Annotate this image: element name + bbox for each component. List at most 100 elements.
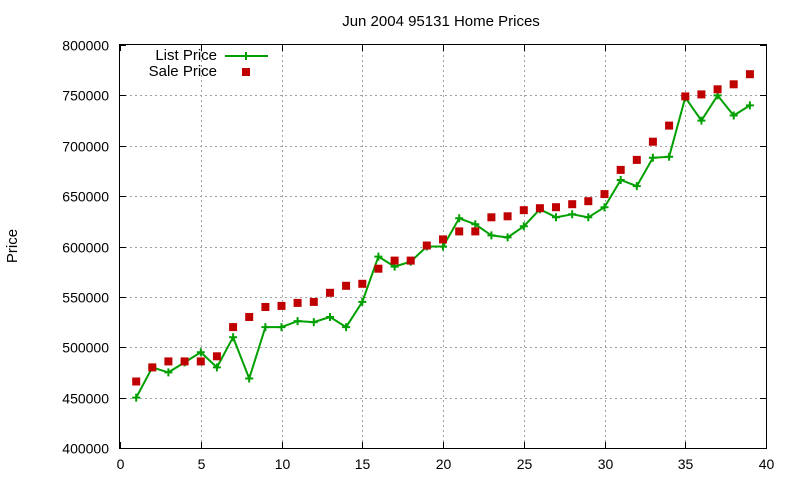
data-point-list-price: [229, 333, 238, 342]
data-point-list-price: [277, 323, 286, 332]
x-tick-label: 35: [678, 456, 694, 472]
data-point-sale-price: [245, 313, 254, 321]
data-point-sale-price: [293, 298, 302, 307]
y-tick-label: 800000: [62, 38, 109, 54]
x-tick-label: 10: [275, 456, 291, 472]
data-point-list-price: [568, 210, 577, 219]
y-tick-label: 450000: [62, 391, 109, 407]
x-tick-label: 0: [117, 456, 125, 472]
data-point-sale-price: [422, 241, 431, 250]
data-point-list-price: [164, 368, 173, 377]
data-point-list-price: [487, 231, 496, 240]
data-point-sale-price: [277, 301, 286, 310]
x-tick-label: 30: [598, 456, 614, 472]
y-tick-label: 550000: [62, 290, 109, 306]
data-point-sale-price: [713, 85, 722, 94]
data-point-sale-price: [326, 288, 334, 297]
data-point-list-price: [503, 233, 512, 242]
data-point-sale-price: [648, 137, 657, 146]
data-point-sale-price: [632, 155, 641, 164]
data-point-sale-price: [439, 235, 447, 244]
y-tick-label: 400000: [62, 441, 109, 457]
x-tick-label: 5: [198, 456, 206, 472]
data-point-sale-price: [519, 206, 528, 215]
chart-title: Jun 2004 95131 Home Prices: [342, 13, 540, 30]
data-point-list-price: [196, 348, 205, 357]
data-point-sale-price: [358, 279, 367, 288]
data-point-sale-price: [261, 303, 270, 311]
data-point-sale-price: [600, 190, 609, 199]
data-point-list-price: [309, 318, 318, 327]
y-tick-label: 600000: [62, 240, 109, 256]
data-point-list-price: [132, 393, 141, 402]
data-point-sale-price: [164, 357, 173, 366]
data-point-list-price: [697, 116, 706, 125]
y-tick-label: 500000: [62, 340, 109, 356]
data-point-sale-price: [212, 352, 221, 361]
legend-marker-list-price: [242, 52, 250, 60]
x-tick-label: 15: [355, 456, 371, 472]
legend: List Price Sale Price: [149, 47, 268, 80]
data-point-list-price: [729, 111, 738, 120]
legend-marker-sale-price: [242, 68, 250, 76]
data-point-list-price: [616, 176, 625, 184]
data-point-list-price: [212, 363, 221, 372]
data-point-list-price: [584, 213, 593, 222]
data-point-list-price: [519, 222, 528, 231]
series-layer: [132, 70, 754, 402]
y-tick-label: 700000: [62, 139, 109, 155]
data-point-sale-price: [229, 323, 238, 332]
data-point-list-price: [245, 374, 254, 383]
data-point-sale-price: [616, 165, 625, 174]
data-point-sale-price: [503, 212, 512, 221]
data-point-list-price: [471, 220, 480, 229]
data-point-sale-price: [697, 90, 706, 99]
data-point-list-price: [648, 153, 657, 162]
y-tick-label: 650000: [62, 189, 109, 205]
y-axis-label: Price: [4, 229, 21, 263]
data-point-list-price: [665, 152, 674, 161]
data-point-sale-price: [471, 227, 480, 236]
data-point-list-price: [745, 101, 754, 110]
data-point-sale-price: [455, 227, 464, 236]
data-point-list-price: [261, 323, 270, 332]
data-point-sale-price: [148, 363, 157, 372]
data-point-sale-price: [342, 281, 351, 290]
data-point-sale-price: [196, 357, 205, 366]
data-point-sale-price: [390, 256, 399, 265]
series-list-price: [132, 91, 754, 402]
data-point-list-price: [326, 313, 334, 321]
data-point-sale-price: [681, 92, 690, 101]
data-point-sale-price: [487, 213, 496, 222]
legend-label-sale-price: Sale Price: [149, 63, 217, 80]
data-point-list-price: [358, 297, 367, 306]
data-point-sale-price: [180, 357, 189, 366]
plot-frame: [119, 44, 767, 449]
data-point-sale-price: [665, 121, 674, 130]
x-tick-label: 40: [759, 456, 775, 472]
data-point-sale-price: [729, 80, 738, 89]
data-point-list-price: [455, 214, 464, 223]
data-point-sale-price: [309, 297, 318, 306]
data-point-list-price: [342, 323, 351, 332]
axis-ticks: 0 5 10 15 20 25 30 35 40 400000 450000 500000 550000…: [62, 38, 774, 473]
data-point-sale-price: [568, 200, 577, 209]
data-point-sale-price: [132, 377, 141, 386]
data-point-list-price: [439, 242, 447, 251]
data-point-sale-price: [535, 204, 544, 213]
y-tick-label: 750000: [62, 88, 109, 104]
series-sale-price: [132, 70, 754, 386]
data-point-list-price: [374, 252, 383, 261]
data-point-sale-price: [745, 70, 754, 79]
x-tick-label: 20: [436, 456, 452, 472]
data-point-sale-price: [374, 264, 383, 273]
legend-label-list-price: List Price: [155, 47, 217, 64]
data-point-list-price: [293, 317, 302, 326]
data-point-sale-price: [406, 256, 415, 265]
data-point-sale-price: [552, 203, 560, 212]
data-point-sale-price: [584, 197, 593, 206]
data-point-list-price: [552, 213, 560, 222]
data-point-list-price: [632, 182, 641, 191]
data-point-list-price: [600, 203, 609, 212]
